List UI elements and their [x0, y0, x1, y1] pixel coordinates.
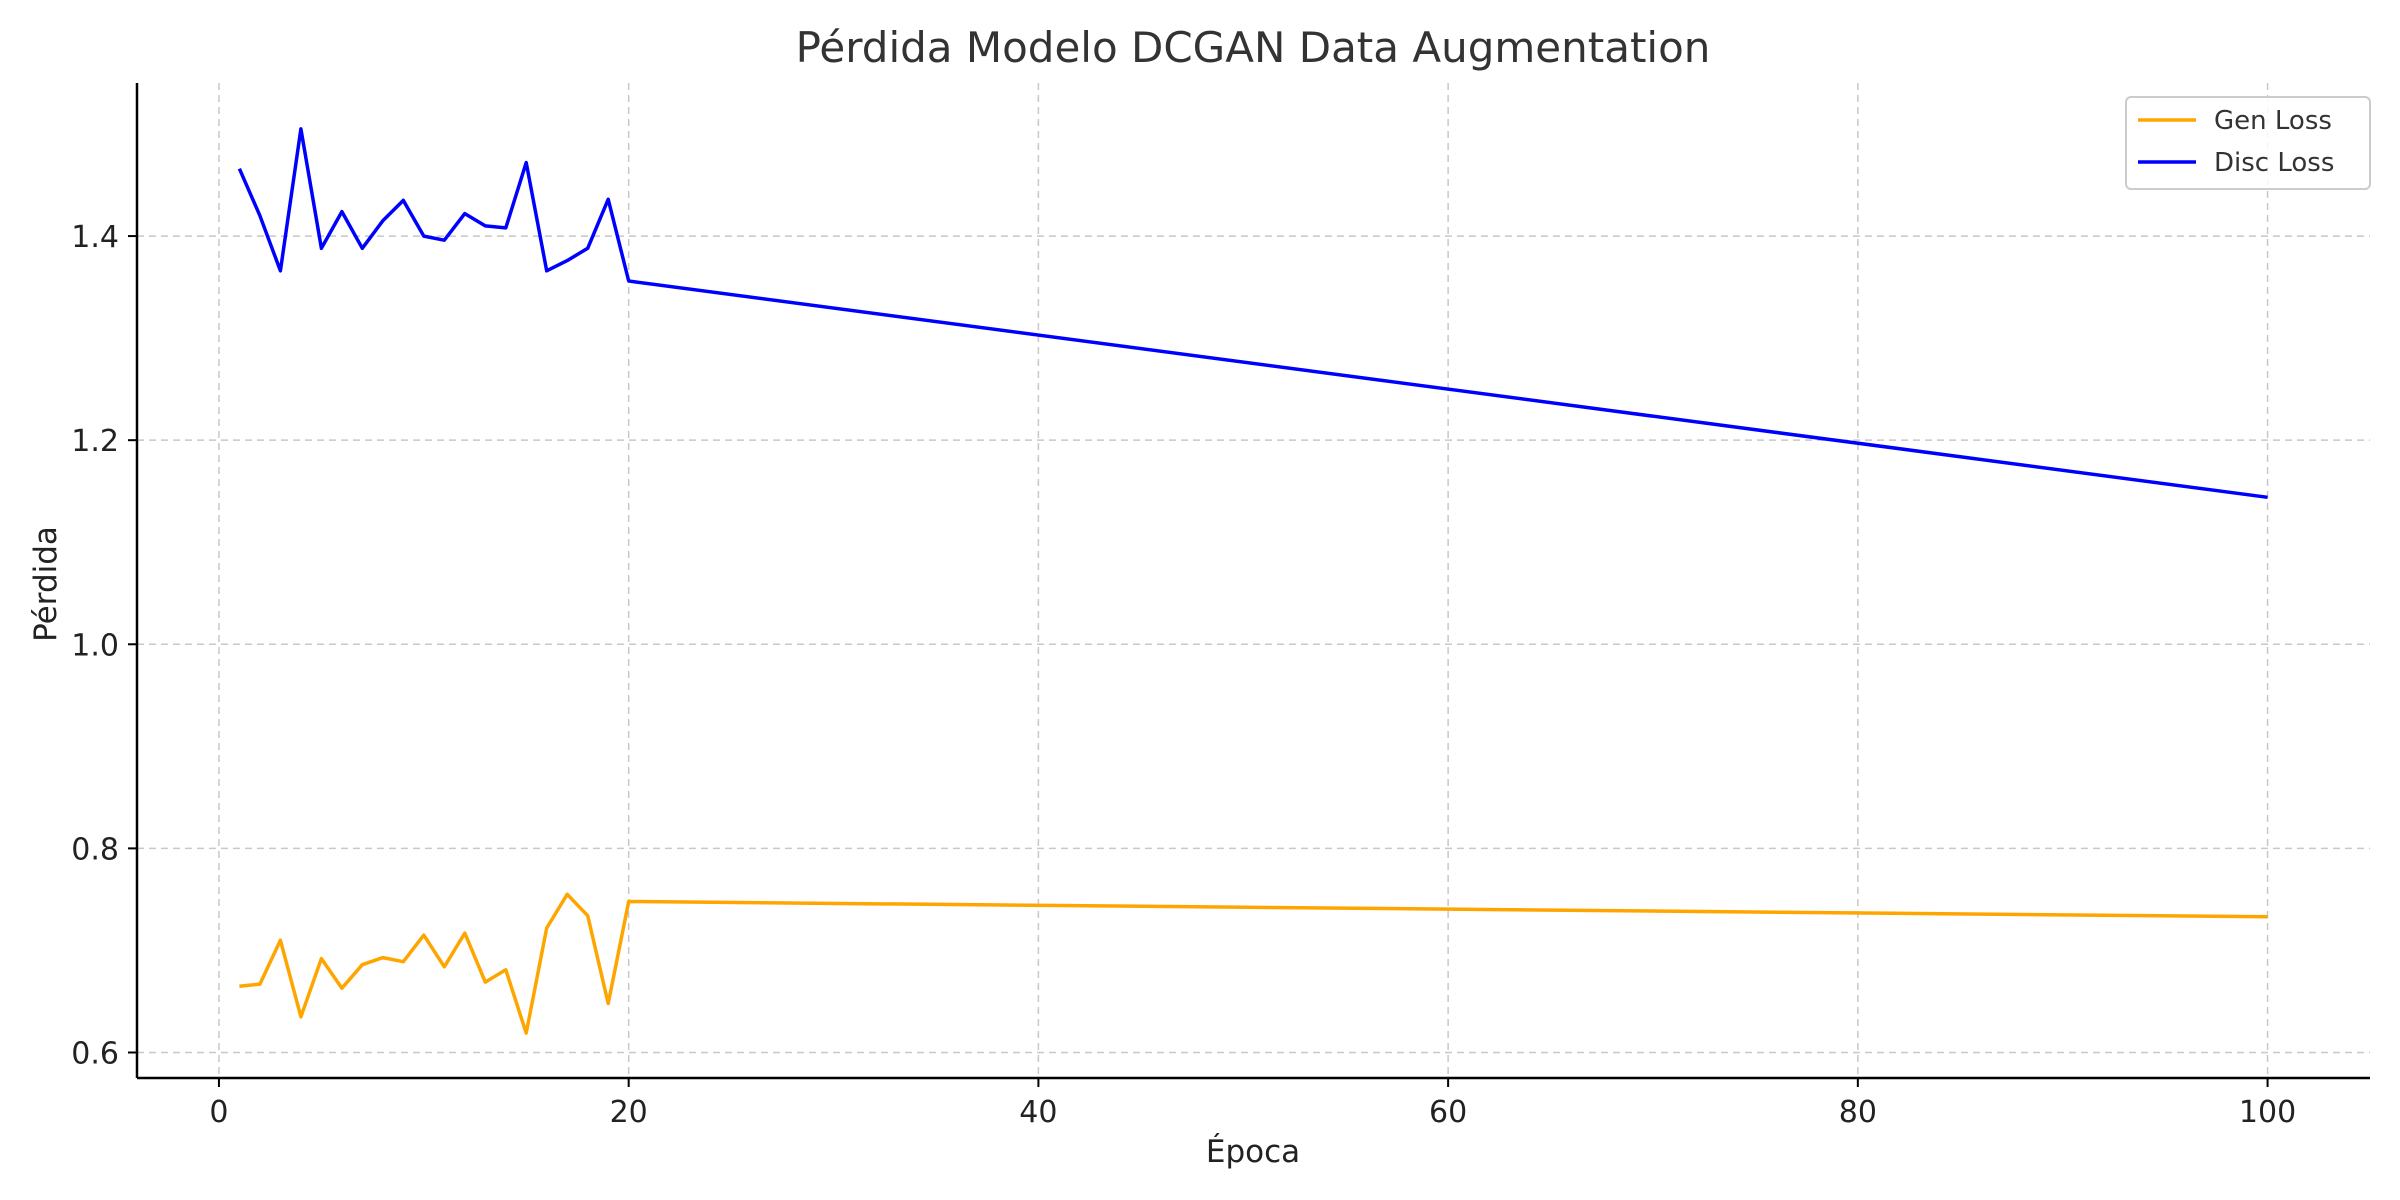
- legend: Gen Loss Disc Loss: [2125, 96, 2371, 190]
- tick-labels: 0 20 40 60 80 100 0.6 0.8 1.0 1.2 1.4: [71, 220, 2296, 1130]
- x-tick-label: 80: [1839, 1095, 1877, 1130]
- y-tick-label: 0.8: [71, 832, 119, 867]
- chart-title: Pérdida Modelo DCGAN Data Augmentation: [796, 23, 1711, 72]
- y-tick-label: 1.4: [71, 220, 119, 255]
- legend-label-disc-loss: Disc Loss: [2214, 148, 2334, 178]
- x-axis-label: Época: [1206, 1134, 1300, 1170]
- y-tick-label: 0.6: [71, 1036, 119, 1071]
- y-tick-label: 1.0: [71, 628, 119, 663]
- x-tick-label: 20: [610, 1095, 648, 1130]
- y-axis-label: Pérdida: [28, 526, 64, 642]
- legend-label-gen-loss: Gen Loss: [2214, 106, 2332, 136]
- y-tick-label: 1.2: [71, 424, 119, 459]
- axes: [135, 83, 2370, 1080]
- series-line-gen-loss: [239, 892, 2268, 1035]
- plot-series: [237, 127, 2268, 1035]
- x-tick-label: 60: [1429, 1095, 1467, 1130]
- x-tick-label: 0: [209, 1095, 228, 1130]
- x-tick-label: 100: [2239, 1095, 2296, 1130]
- x-tick-label: 40: [1019, 1095, 1057, 1130]
- grid: [137, 83, 2370, 1078]
- series-line-disc-loss: [237, 127, 2268, 500]
